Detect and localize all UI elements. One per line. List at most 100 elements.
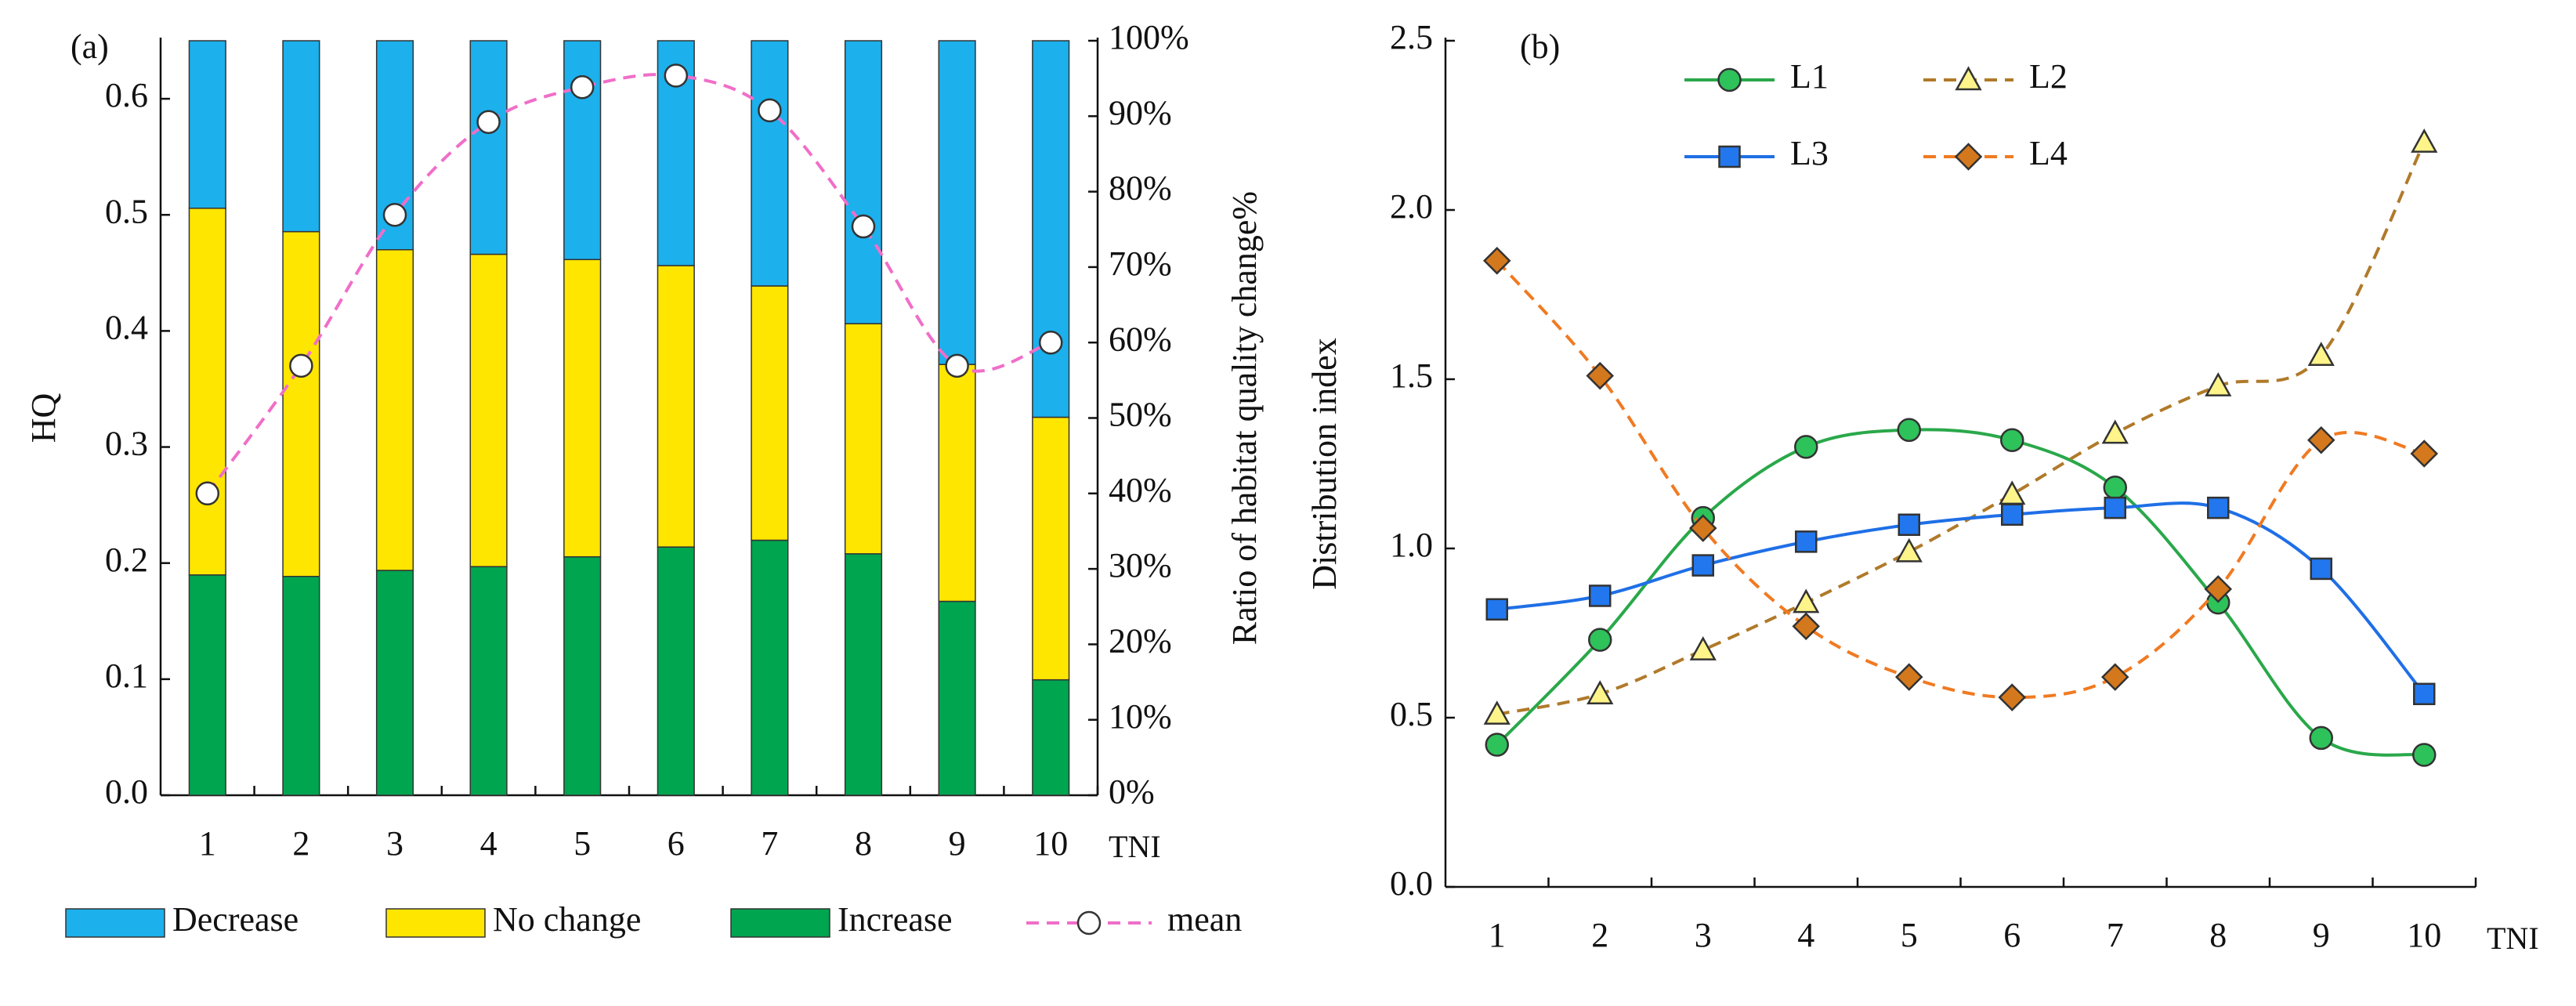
- x-tick-label: 10: [2407, 916, 2441, 954]
- legend-label: mean: [1167, 900, 1242, 939]
- bar-segment: [563, 555, 602, 796]
- marker: [2207, 496, 2230, 519]
- bar-segment: [188, 208, 226, 576]
- marker: [2411, 128, 2438, 153]
- bar-segment: [751, 285, 789, 541]
- bar-segment: [938, 40, 976, 365]
- x-tick-label: 3: [1695, 916, 1712, 954]
- marker: [1898, 513, 1920, 537]
- y2-tick-label: 70%: [1109, 244, 1172, 283]
- panel-label: (b): [1520, 27, 1560, 66]
- y-axis-label: HQ: [24, 393, 63, 443]
- y2-tick-label: 90%: [1109, 93, 1172, 132]
- bar-segment: [844, 323, 883, 555]
- bar-segment: [188, 40, 226, 209]
- y-tick-label: 0.0: [1390, 864, 1433, 903]
- marker: [2307, 342, 2335, 367]
- marker: [2104, 496, 2126, 519]
- bar-segment: [844, 40, 883, 324]
- marker: [2204, 575, 2233, 603]
- x-tick-label: 10: [1033, 824, 1068, 863]
- bar-segment: [1032, 40, 1070, 418]
- marker: [1691, 554, 1714, 577]
- series-line: [1496, 259, 2425, 700]
- marker: [1689, 636, 1717, 660]
- marker: [1588, 628, 1612, 652]
- marker: [1485, 733, 1509, 757]
- x-tick-label: 6: [2003, 916, 2021, 954]
- y-tick-label: 2.0: [1390, 187, 1433, 226]
- x-tick-label: 1: [1489, 916, 1506, 954]
- marker: [195, 481, 220, 506]
- marker: [2000, 428, 2024, 453]
- x-tick-label: 2: [292, 824, 309, 863]
- marker: [1794, 435, 1818, 459]
- marker: [2100, 663, 2129, 691]
- bar-segment: [469, 253, 508, 567]
- marker: [2103, 475, 2127, 500]
- bar-segment: [844, 553, 883, 796]
- marker: [1999, 480, 2026, 505]
- marker: [1897, 418, 1921, 443]
- legend-label: Decrease: [172, 900, 298, 939]
- marker: [1792, 612, 1821, 641]
- marker: [2306, 425, 2335, 454]
- series-line: [206, 73, 1051, 494]
- bar-segment: [188, 574, 226, 796]
- legend-label: L3: [1790, 134, 1829, 172]
- x-axis-label: TNI: [1109, 829, 1161, 864]
- marker: [664, 63, 689, 88]
- x-tick-label: 2: [1591, 916, 1608, 954]
- y-tick-label: 0.2: [105, 541, 148, 579]
- marker: [1894, 663, 1923, 691]
- marker: [2205, 372, 2232, 396]
- marker: [1688, 514, 1717, 542]
- bar-segment: [563, 40, 602, 261]
- series-line: [1496, 501, 2426, 696]
- marker: [1793, 588, 1820, 613]
- bar-segment: [282, 230, 320, 577]
- marker: [758, 98, 782, 123]
- bar-segment: [1032, 416, 1070, 681]
- series-line: [1496, 141, 2426, 716]
- legend-marker: [1076, 910, 1102, 935]
- bar-segment: [657, 265, 695, 548]
- x-tick-label: 9: [2313, 916, 2330, 954]
- marker: [2101, 419, 2129, 444]
- y-axis-label: Distribution index: [1305, 338, 1344, 589]
- y-tick-label: 0.0: [105, 773, 148, 811]
- marker: [289, 353, 313, 378]
- marker: [2309, 726, 2333, 751]
- y2-tick-label: 50%: [1109, 396, 1172, 434]
- x-tick-label: 8: [2209, 916, 2227, 954]
- bar-segment: [282, 575, 320, 796]
- marker: [1483, 700, 1511, 725]
- legend-label: No change: [493, 900, 641, 939]
- x-tick-label: 7: [761, 824, 778, 863]
- bar-segment: [375, 570, 414, 796]
- x-tick-label: 4: [1797, 916, 1814, 954]
- y-tick-label: 0.3: [105, 425, 148, 463]
- bar-segment: [563, 259, 602, 558]
- marker: [2410, 440, 2439, 468]
- y-tick-label: 1.0: [1390, 526, 1433, 564]
- marker: [1998, 683, 2027, 711]
- marker: [1038, 330, 1063, 355]
- marker: [2413, 682, 2436, 706]
- marker: [1482, 247, 1511, 275]
- y-tick-label: 0.6: [105, 76, 148, 114]
- marker: [1895, 537, 1923, 563]
- marker: [945, 353, 969, 378]
- bar-segment: [938, 600, 976, 796]
- y2-tick-label: 100%: [1109, 18, 1189, 56]
- marker: [2001, 503, 2024, 527]
- x-tick-label: 5: [573, 824, 591, 863]
- marker: [1586, 680, 1614, 705]
- y2-tick-label: 20%: [1109, 621, 1172, 660]
- y-tick-label: 2.5: [1390, 18, 1433, 56]
- legend-label: L2: [2029, 57, 2068, 96]
- bar-segment: [469, 566, 508, 796]
- legend-swatch: [730, 908, 830, 938]
- bar-segment: [469, 40, 508, 255]
- marker: [1795, 530, 1818, 553]
